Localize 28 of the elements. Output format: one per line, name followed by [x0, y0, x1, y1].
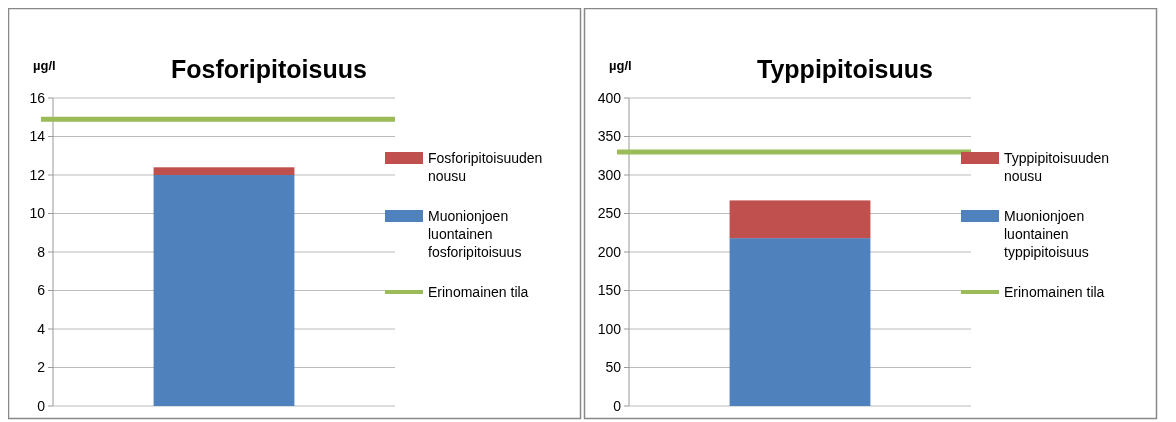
- y-tick-label: 2: [37, 359, 46, 376]
- y-tick-label: 14: [29, 128, 46, 145]
- y-tick-label: 0: [37, 397, 46, 414]
- y-tick-label: 6: [37, 282, 46, 299]
- y-tick-label: 150: [597, 282, 622, 299]
- y-tick-label: 300: [597, 166, 622, 183]
- y-tick-label: 100: [597, 320, 622, 337]
- y-tick-label: 8: [37, 243, 46, 260]
- y-axis-title: µg/l: [33, 58, 56, 73]
- y-tick-label: 10: [29, 205, 46, 222]
- legend-label: Muonionjoen luontainen typpipitoisuus: [1004, 207, 1089, 260]
- y-tick-label: 12: [29, 166, 46, 183]
- y-axis-title: µg/l: [609, 58, 632, 73]
- y-tick-label: 4: [37, 320, 46, 337]
- y-tick-label: 250: [597, 205, 622, 222]
- y-tick-label: 350: [597, 128, 622, 145]
- y-tick-label: 0: [613, 397, 622, 414]
- legend-label: Erinomainen tila: [428, 283, 529, 300]
- legend-label: Erinomainen tila: [1004, 283, 1105, 300]
- y-tick-label: 200: [597, 243, 622, 260]
- legend-label: Fosforipitoisuuden nousu: [428, 149, 543, 184]
- chart-title: Fosforipitoisuus: [171, 55, 367, 83]
- chart-title: Typpipitoisuus: [757, 55, 933, 83]
- y-tick-label: 400: [597, 89, 622, 106]
- legend-label: Typpipitoisuuden nousu: [1004, 149, 1110, 184]
- y-tick-label: 50: [605, 359, 622, 376]
- y-tick-label: 16: [29, 89, 46, 106]
- legend-label: Muonionjoen luontainen fosforipitoisuus: [428, 207, 522, 260]
